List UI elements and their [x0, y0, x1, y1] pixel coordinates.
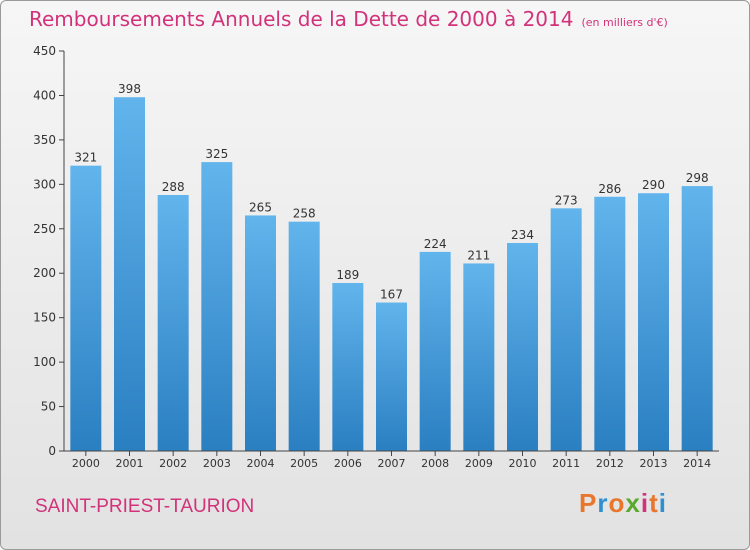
y-tick-label: 100: [33, 355, 56, 369]
bar: [550, 208, 582, 451]
brand-letter: i: [640, 488, 650, 518]
bar: [157, 195, 189, 451]
bar: [463, 263, 495, 451]
bar: [70, 165, 102, 451]
x-tick-label: 2009: [465, 457, 493, 470]
bar-value-label: 258: [293, 207, 316, 221]
bar: [332, 283, 364, 451]
x-tick-label: 2003: [203, 457, 231, 470]
bar: [245, 215, 276, 451]
y-tick-label: 0: [48, 444, 56, 458]
bar-value-label: 189: [336, 268, 359, 282]
bar-value-label: 286: [598, 182, 621, 196]
y-tick-label: 400: [33, 88, 56, 102]
y-tick-label: 200: [33, 266, 56, 280]
y-tick-label: 300: [33, 177, 56, 191]
x-tick-label: 2013: [640, 457, 668, 470]
x-tick-label: 2008: [421, 457, 449, 470]
bar: [681, 186, 713, 451]
bar: [376, 302, 407, 451]
x-tick-label: 2002: [159, 457, 187, 470]
brand-letter: P: [579, 488, 598, 518]
x-tick-label: 2007: [378, 457, 406, 470]
x-tick-label: 2011: [552, 457, 580, 470]
x-tick-label: 2005: [290, 457, 318, 470]
x-tick-label: 2012: [596, 457, 624, 470]
chart-subtitle: (en milliers d'€): [581, 16, 668, 29]
x-tick-label: 2000: [72, 457, 100, 470]
bar-value-label: 288: [162, 180, 185, 194]
bar-value-label: 290: [642, 178, 665, 192]
brand-letter: x: [625, 488, 641, 518]
bar-value-label: 273: [555, 193, 578, 207]
x-tick-label: 2010: [509, 457, 537, 470]
y-tick-label: 450: [33, 44, 56, 58]
y-tick-label: 50: [41, 400, 56, 414]
bar-value-label: 398: [118, 82, 141, 96]
x-tick-label: 2014: [683, 457, 711, 470]
bars: 321 398 288 325 265 258 189 167 224 211 234 273 286 2…: [70, 82, 713, 451]
commune-name: SAINT-PRIEST-TAURION: [35, 496, 255, 517]
brand-letter: o: [608, 488, 626, 518]
y-tick-label: 150: [33, 311, 56, 325]
brand-letter: t: [649, 488, 659, 518]
bar: [288, 221, 320, 451]
bar: [638, 193, 669, 451]
bar: [419, 251, 451, 451]
y-axis: 0 50 100 150 200 250 300 350 400 450: [33, 44, 65, 458]
x-axis: 2000 2001 2002 2003 2004 2005 2006 2007 2008 2009…: [64, 450, 719, 470]
bar: [114, 97, 145, 451]
bar-value-label: 211: [467, 248, 490, 262]
bar-value-label: 298: [686, 171, 709, 185]
x-tick-label: 2004: [247, 457, 275, 470]
bar-value-label: 325: [205, 147, 228, 161]
bar: [201, 162, 233, 451]
bar-value-label: 265: [249, 200, 272, 214]
x-tick-label: 2001: [116, 457, 144, 470]
brand-letter: r: [597, 488, 609, 518]
x-tick-label: 2006: [334, 457, 362, 470]
bar-value-label: 321: [74, 151, 97, 165]
bar-value-label: 234: [511, 228, 534, 242]
proxiti-logo: Proxiti: [579, 488, 667, 519]
bar: [594, 196, 626, 451]
bar-value-label: 167: [380, 288, 403, 302]
brand-letter: i: [658, 488, 667, 518]
chart-title-block: Remboursements Annuels de la Dette de 20…: [29, 7, 668, 31]
y-tick-label: 250: [33, 222, 56, 236]
y-tick-label: 350: [33, 133, 56, 147]
bar: [507, 243, 538, 451]
chart-title: Remboursements Annuels de la Dette de 20…: [29, 7, 574, 31]
bar-value-label: 224: [424, 237, 447, 251]
